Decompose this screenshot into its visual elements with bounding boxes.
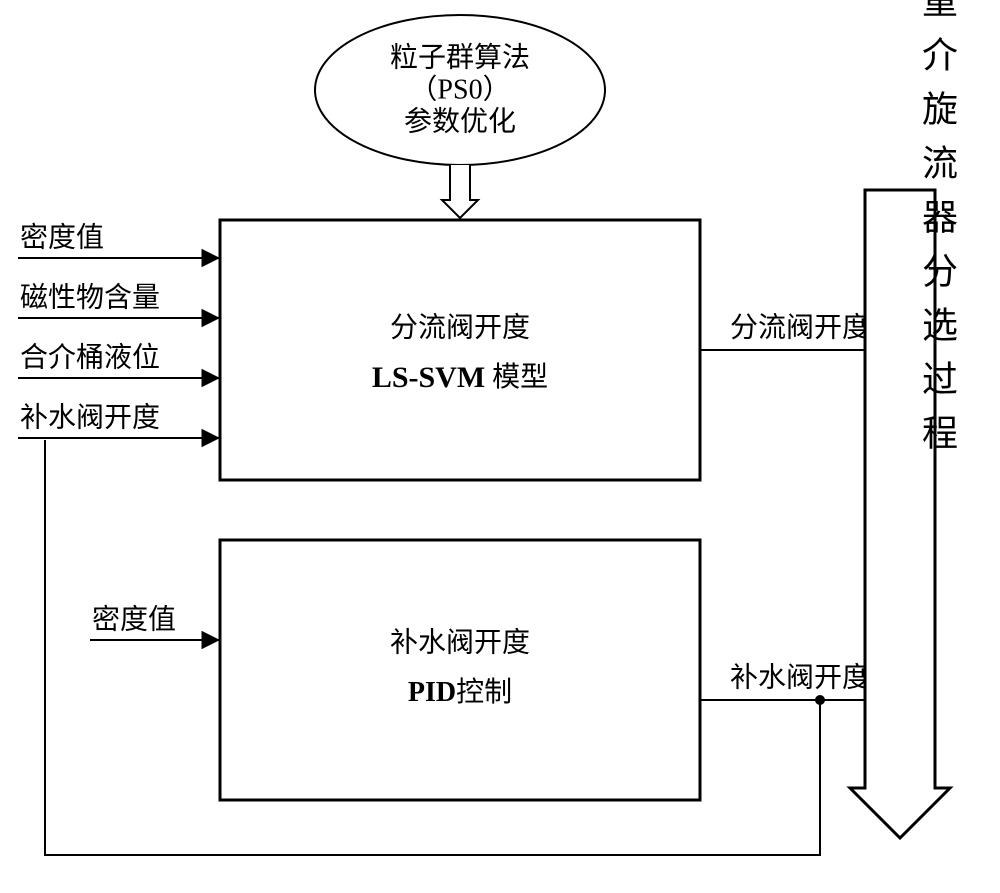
input-bottom-label: 密度值 [92, 603, 176, 635]
lssvm-line1: 分流阀开度 [390, 311, 530, 343]
input-top-label-1: 磁性物含量 [20, 281, 160, 313]
pid-line1: 补水阀开度 [390, 626, 530, 658]
pso-line3: 参数优化 [404, 105, 516, 137]
pso-line1: 粒子群算法 [390, 41, 530, 73]
input-top-label-0: 密度值 [20, 221, 104, 253]
process-label: 重介旋流器分选过程 [917, 0, 958, 468]
out-bottom-label: 补水阀开度 [730, 661, 870, 693]
lssvm-line2: LS-SVM 模型 [372, 361, 548, 394]
out-top-label: 分流阀开度 [730, 311, 870, 343]
input-top-label-2: 合介桶液位 [20, 341, 160, 373]
pid-box [220, 540, 700, 800]
pso-line2: （PS0） [409, 73, 510, 105]
pid-line2: PID控制 [408, 676, 512, 708]
lssvm-box [220, 220, 700, 480]
input-top-label-3: 补水阀开度 [20, 401, 160, 433]
